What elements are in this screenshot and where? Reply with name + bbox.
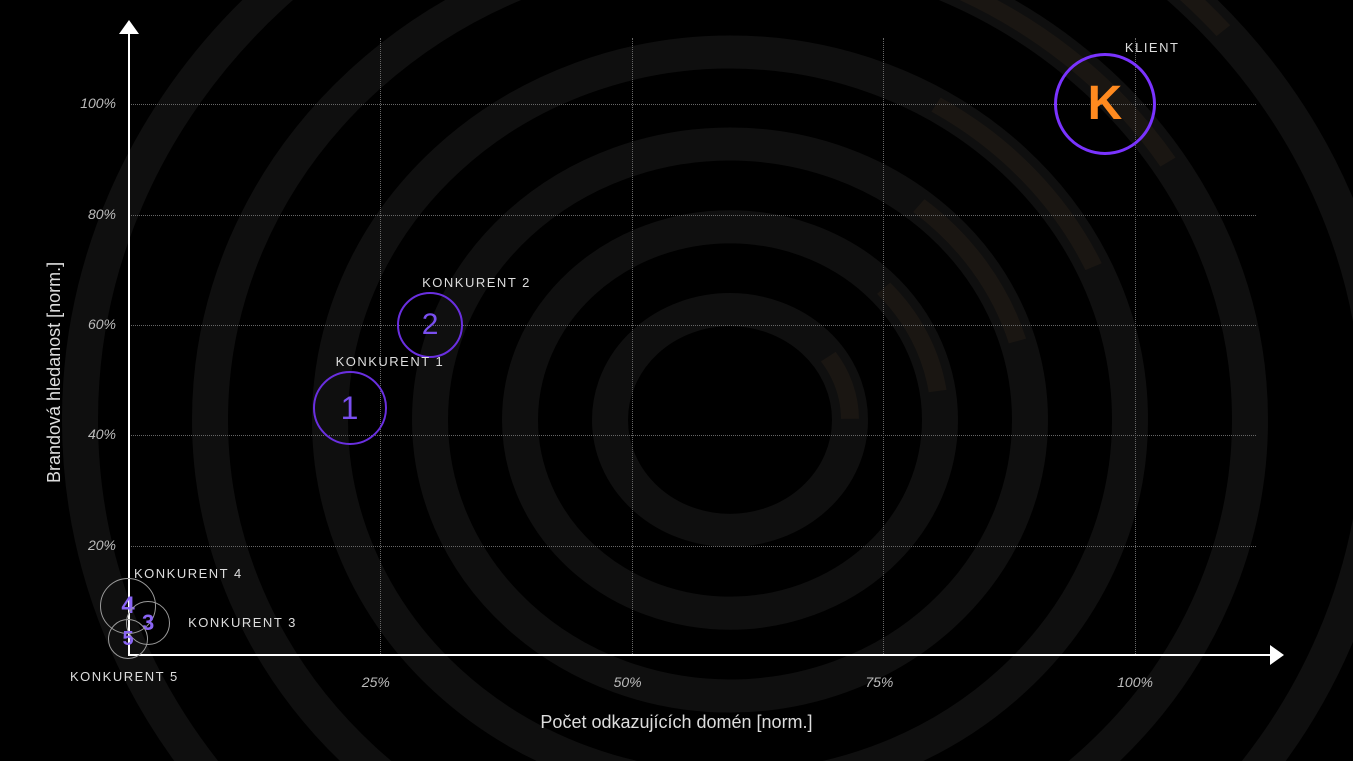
bubble-label: KONKURENT 4 — [134, 566, 243, 581]
bubble-glyph: 2 — [422, 310, 439, 340]
bubble-konkurent-1[interactable]: 1 — [313, 371, 387, 445]
grid-line-y — [128, 435, 1256, 436]
grid-line-y — [128, 546, 1256, 547]
grid-line-y — [128, 215, 1256, 216]
x-tick-label: 100% — [1117, 674, 1153, 690]
chart-stage: 25% 50% 75% 100% 20% 40% 60% 80% 100% K KLIENT 2 KON… — [0, 0, 1353, 761]
grid-line-x — [380, 38, 381, 656]
x-tick-label: 25% — [362, 674, 390, 690]
x-axis-line — [128, 654, 1270, 656]
y-tick-label: 100% — [80, 95, 116, 111]
bubble-klient[interactable]: K — [1054, 53, 1156, 155]
bubble-glyph: K — [1088, 80, 1123, 128]
y-tick-label: 80% — [88, 206, 116, 222]
y-axis-line — [128, 30, 130, 656]
y-tick-label: 40% — [88, 426, 116, 442]
bubble-konkurent-2[interactable]: 2 — [397, 292, 463, 358]
x-tick-label: 75% — [865, 674, 893, 690]
x-axis-arrow-icon — [1270, 645, 1284, 665]
bubble-konkurent-5[interactable]: 5 — [108, 619, 148, 659]
grid-line-y — [128, 325, 1256, 326]
x-tick-label: 50% — [614, 674, 642, 690]
y-tick-label: 60% — [88, 316, 116, 332]
y-tick-label: 20% — [88, 537, 116, 553]
y-axis-arrow-icon — [119, 20, 139, 34]
bubble-label: KONKURENT 1 — [336, 354, 445, 369]
bubble-label: KONKURENT 5 — [70, 669, 179, 684]
bubble-label: KLIENT — [1125, 40, 1180, 55]
grid-line-x — [883, 38, 884, 656]
bubble-label: KONKURENT 2 — [422, 275, 531, 290]
bubble-glyph: 5 — [122, 629, 133, 649]
x-axis-title: Počet odkazujících domén [norm.] — [0, 712, 1353, 733]
bubble-chart-plot: 25%50%75%100%20%40%60%80%100%KKLIENT2KON… — [128, 38, 1256, 656]
grid-line-x — [632, 38, 633, 656]
bubble-label: KONKURENT 3 — [188, 615, 297, 630]
y-axis-title: Brandová hledanost [norm.] — [44, 262, 65, 483]
bubble-glyph: 1 — [341, 392, 359, 424]
